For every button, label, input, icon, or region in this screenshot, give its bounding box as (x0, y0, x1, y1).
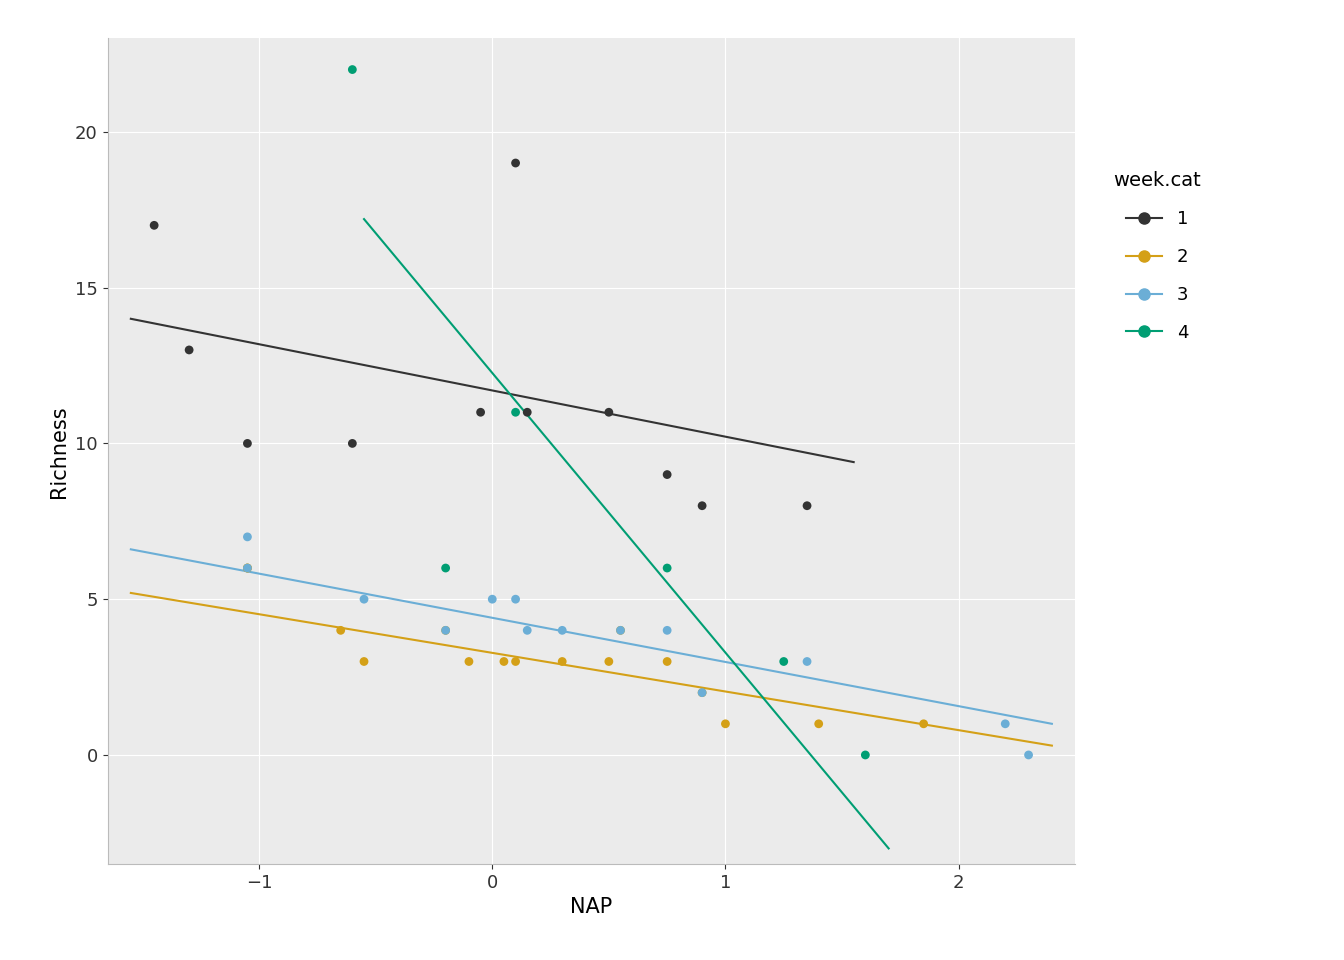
Point (598, 654, 620, 669)
Legend: 1, 2, 3, 4: 1, 2, 3, 4 (1113, 171, 1202, 342)
Point (505, 654, 527, 669)
Point (691, 498, 712, 514)
Point (656, 623, 677, 638)
Point (237, 561, 258, 576)
Point (598, 404, 620, 420)
Point (551, 654, 573, 669)
Point (796, 498, 817, 514)
Point (656, 561, 677, 576)
Point (913, 716, 934, 732)
Point (691, 685, 712, 701)
Point (144, 218, 165, 233)
Point (470, 404, 492, 420)
Point (505, 591, 527, 607)
Point (516, 404, 538, 420)
Point (1017, 747, 1039, 762)
Point (353, 654, 375, 669)
X-axis label: NAP: NAP (570, 898, 613, 917)
Point (691, 685, 712, 701)
Point (237, 436, 258, 451)
Point (505, 404, 527, 420)
Point (656, 654, 677, 669)
Point (796, 654, 817, 669)
Point (435, 623, 457, 638)
Point (610, 623, 632, 638)
Point (329, 623, 351, 638)
Point (656, 467, 677, 482)
Point (516, 623, 538, 638)
Point (551, 623, 573, 638)
Point (179, 343, 200, 358)
Point (237, 561, 258, 576)
Point (237, 561, 258, 576)
Point (353, 591, 375, 607)
Point (435, 623, 457, 638)
Point (237, 529, 258, 544)
Point (341, 436, 363, 451)
Point (715, 716, 737, 732)
Point (341, 61, 363, 77)
Point (610, 623, 632, 638)
Point (493, 654, 515, 669)
Y-axis label: Richness: Richness (50, 405, 70, 497)
Point (435, 561, 457, 576)
Point (808, 716, 829, 732)
Point (458, 654, 480, 669)
Point (481, 591, 503, 607)
Point (855, 747, 876, 762)
Point (505, 156, 527, 171)
Point (773, 654, 794, 669)
Point (995, 716, 1016, 732)
